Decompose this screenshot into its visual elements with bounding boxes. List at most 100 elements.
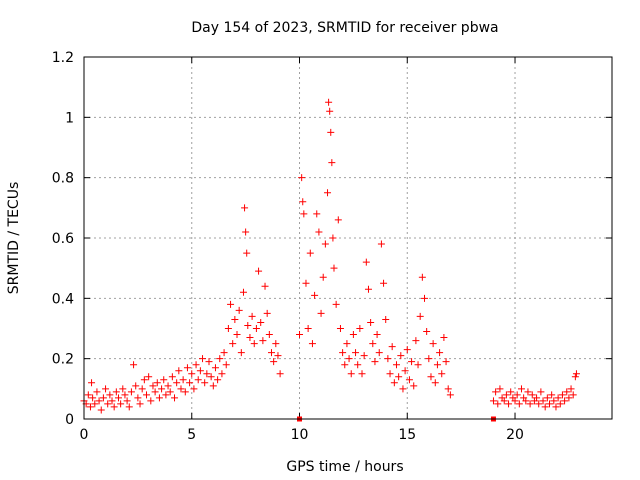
data-point xyxy=(427,373,435,381)
data-point xyxy=(127,388,135,396)
data-point xyxy=(567,385,575,393)
data-point xyxy=(224,325,232,332)
data-point xyxy=(546,400,554,408)
data-point xyxy=(192,361,200,369)
data-point xyxy=(541,403,549,411)
data-point xyxy=(421,294,429,302)
data-point xyxy=(446,391,454,399)
data-point xyxy=(239,288,247,296)
data-point xyxy=(119,385,127,393)
data-point xyxy=(412,337,420,345)
data-point xyxy=(356,325,364,332)
data-point xyxy=(401,367,409,375)
data-point xyxy=(388,343,396,351)
x-tick-label: 5 xyxy=(187,427,196,443)
data-point xyxy=(134,394,142,402)
data-point xyxy=(572,370,580,378)
data-point xyxy=(392,361,400,369)
data-point xyxy=(164,382,172,390)
data-point xyxy=(237,349,245,357)
data-point xyxy=(325,98,333,106)
data-point xyxy=(214,376,222,384)
data-point xyxy=(86,403,94,411)
data-point xyxy=(571,373,579,381)
data-point xyxy=(104,400,112,408)
data-point xyxy=(95,397,103,405)
data-point xyxy=(330,264,338,272)
grid-lines xyxy=(84,57,612,419)
data-point xyxy=(502,391,510,399)
data-point xyxy=(522,397,530,405)
data-point xyxy=(563,388,571,396)
data-point xyxy=(380,279,388,287)
data-point xyxy=(220,349,228,357)
data-point xyxy=(550,397,558,405)
data-point xyxy=(438,370,446,378)
data-point xyxy=(513,391,521,399)
data-point xyxy=(364,285,372,293)
y-tick-label: 0.6 xyxy=(52,231,74,247)
y-tick-label: 0 xyxy=(65,412,74,428)
data-point xyxy=(110,403,118,411)
data-point xyxy=(166,388,174,396)
data-point xyxy=(158,385,166,393)
data-point xyxy=(229,340,237,348)
x-tick-label: 10 xyxy=(291,427,309,443)
data-point xyxy=(352,349,360,357)
y-axis-label: SRMTID / TECUs xyxy=(6,182,22,295)
data-point xyxy=(386,370,394,378)
data-point xyxy=(261,282,269,290)
data-point xyxy=(84,391,92,399)
data-point xyxy=(188,370,196,378)
data-point xyxy=(511,397,519,405)
data-point xyxy=(205,358,213,366)
data-point xyxy=(199,355,207,363)
x-tick-label: 20 xyxy=(506,427,524,443)
y-tick-label: 0.8 xyxy=(52,171,74,187)
data-point xyxy=(554,394,562,402)
data-point xyxy=(88,379,96,387)
data-point xyxy=(304,325,312,332)
data-point xyxy=(535,400,543,408)
data-point xyxy=(537,388,545,396)
data-point xyxy=(371,358,379,366)
data-point xyxy=(313,210,321,218)
data-point xyxy=(91,400,99,408)
data-point xyxy=(429,340,437,348)
data-point xyxy=(336,325,344,332)
data-point xyxy=(533,394,541,402)
data-point xyxy=(328,159,336,167)
data-point xyxy=(515,400,523,408)
data-point xyxy=(326,107,334,115)
data-point xyxy=(539,397,547,405)
data-point xyxy=(201,379,209,387)
data-point xyxy=(222,361,230,369)
data-point xyxy=(244,321,252,329)
data-point xyxy=(414,361,422,369)
data-point xyxy=(517,385,525,393)
data-point xyxy=(125,403,133,411)
data-point xyxy=(138,385,146,393)
data-point xyxy=(196,367,204,375)
data-point xyxy=(317,309,325,317)
data-point xyxy=(211,364,219,372)
data-point xyxy=(140,376,148,384)
data-point xyxy=(173,379,181,387)
data-point xyxy=(327,128,335,136)
data-point xyxy=(375,349,383,357)
data-point xyxy=(259,337,267,345)
data-point xyxy=(153,379,161,387)
data-point xyxy=(403,346,411,354)
x-tick-label: 0 xyxy=(80,427,89,443)
data-point xyxy=(242,228,250,236)
data-point xyxy=(558,391,566,399)
data-point xyxy=(425,355,433,363)
data-point xyxy=(524,388,532,396)
data-point xyxy=(97,406,105,414)
data-point xyxy=(190,385,198,393)
data-point xyxy=(315,228,323,236)
data-point xyxy=(181,388,189,396)
data-point xyxy=(489,397,497,405)
data-point xyxy=(395,373,403,381)
data-point xyxy=(177,385,185,393)
